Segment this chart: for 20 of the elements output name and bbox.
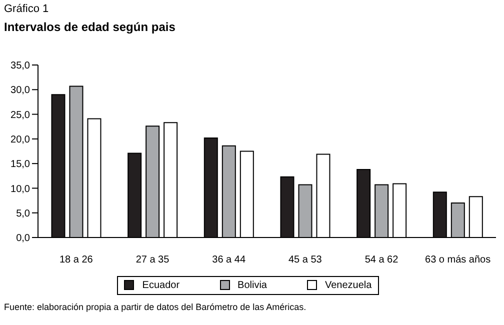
x-tick-label: 36 a 44 xyxy=(212,254,246,266)
y-tick-label: 35,0 xyxy=(10,60,30,72)
y-tick-label: 0,0 xyxy=(16,233,30,244)
source-note: Fuente: elaboración propia a partir de datos del Barómetro de las Américas. xyxy=(4,302,306,312)
x-tick-label: 18 a 26 xyxy=(59,254,94,266)
legend-label: Bolivia xyxy=(236,280,267,290)
chart-subtitle: Gráfico 1 xyxy=(4,3,49,15)
y-tick-label: 5,0 xyxy=(16,208,30,220)
x-tick-label: 63 o más años xyxy=(425,254,491,266)
chart-title: Intervalos de edad según pais xyxy=(4,20,176,34)
legend-label: Venezuela xyxy=(324,280,372,290)
y-tick-label: 20,0 xyxy=(10,134,30,146)
y-tick-label: 25,0 xyxy=(10,110,30,121)
y-tick-label: 30,0 xyxy=(10,85,30,96)
x-tick-label: 45 a 53 xyxy=(288,254,322,266)
x-tick-label: 54 a 62 xyxy=(364,254,399,266)
y-tick-label: 10,0 xyxy=(10,184,30,195)
x-tick-label: 27 a 35 xyxy=(136,254,170,266)
legend-label: Ecuador xyxy=(141,280,180,290)
y-tick-label: 15,0 xyxy=(10,159,30,170)
